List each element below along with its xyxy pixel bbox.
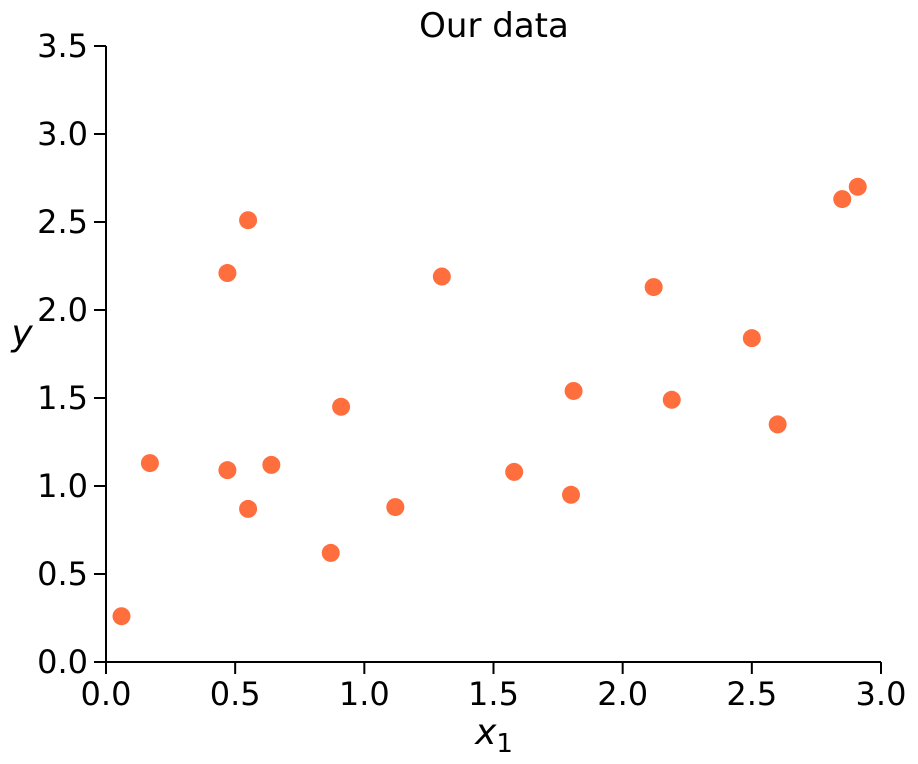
axes [105, 46, 881, 663]
x-axis-label: x1 [474, 712, 513, 759]
data-point [662, 390, 681, 409]
data-point [332, 397, 351, 416]
y-tick-label: 0.0 [37, 643, 88, 681]
x-tick-label: 3.0 [856, 675, 907, 713]
y-tick-label: 3.0 [37, 115, 88, 153]
x-axis-label-subscript: 1 [496, 729, 513, 759]
x-tick-label: 2.0 [597, 675, 648, 713]
y-tick-label: 3.5 [37, 27, 88, 65]
data-points [112, 177, 867, 626]
chart-title: Our data [419, 6, 569, 46]
y-tick-label: 2.0 [37, 291, 88, 329]
data-point [112, 607, 131, 626]
x-axis-label-main: x [474, 712, 497, 753]
data-point [742, 329, 761, 348]
data-point [768, 415, 787, 434]
x-tick-label: 0.5 [210, 675, 261, 713]
y-tick-label: 2.5 [37, 203, 88, 241]
data-point [262, 455, 281, 474]
data-point [218, 461, 237, 480]
y-axis-label: y [10, 313, 33, 354]
data-point [644, 278, 663, 297]
data-point [239, 499, 258, 518]
y-tick-label: 1.5 [37, 379, 88, 417]
data-point [562, 485, 580, 504]
data-point [564, 381, 583, 400]
data-point [140, 454, 159, 473]
data-point [833, 190, 852, 209]
data-point [321, 543, 340, 562]
data-point [386, 498, 405, 517]
x-ticks: 0.0 0.5 1.0 1.5 2.0 2.5 3.0 [81, 662, 907, 713]
data-point [432, 267, 451, 286]
x-tick-label: 1.5 [468, 675, 519, 713]
data-point [239, 211, 258, 230]
y-ticks: 0.0 0.5 1.0 1.5 2.0 2.5 3.0 3.5 [37, 27, 106, 681]
x-tick-label: 1.0 [339, 675, 390, 713]
data-point [848, 177, 867, 196]
y-tick-label: 1.0 [37, 467, 88, 505]
data-point [505, 462, 524, 481]
x-tick-label: 2.5 [726, 675, 777, 713]
data-point [218, 264, 237, 283]
x-tick-label: 0.0 [81, 675, 132, 713]
y-tick-label: 0.5 [37, 555, 88, 593]
